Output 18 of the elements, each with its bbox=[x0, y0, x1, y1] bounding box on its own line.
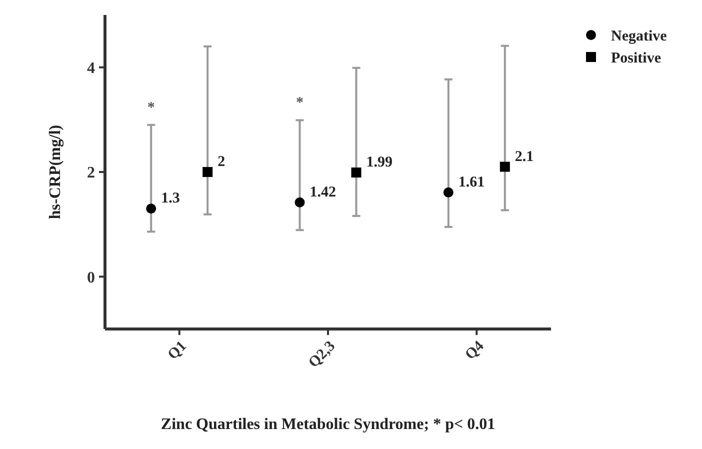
y-tick-label: 0 bbox=[87, 269, 95, 286]
x-tick-label: Q1 bbox=[165, 338, 190, 364]
x-tick-label: Q2,3 bbox=[306, 338, 339, 372]
annotation: * bbox=[296, 95, 304, 112]
y-tick-label: 4 bbox=[87, 60, 95, 77]
annotation: * bbox=[147, 100, 155, 116]
data-label: 1.99 bbox=[366, 154, 392, 171]
x-tick-label: Q4 bbox=[462, 338, 488, 364]
data-label: 2.1 bbox=[514, 148, 534, 165]
data-label: 1.61 bbox=[458, 174, 485, 190]
data-label: 1.42 bbox=[310, 184, 336, 200]
x-axis-title: Zinc Quartiles in Metabolic Syndrome; * p< 0.01 bbox=[160, 416, 496, 433]
legend-label: Positive bbox=[611, 50, 662, 66]
data-label: 1.3 bbox=[161, 190, 180, 207]
y-axis-title: hs-CRP(mg/l) bbox=[47, 124, 64, 220]
legend-label: Negative bbox=[611, 28, 668, 44]
y-tick-label: 2 bbox=[87, 164, 95, 182]
data-label: 2 bbox=[218, 154, 226, 170]
